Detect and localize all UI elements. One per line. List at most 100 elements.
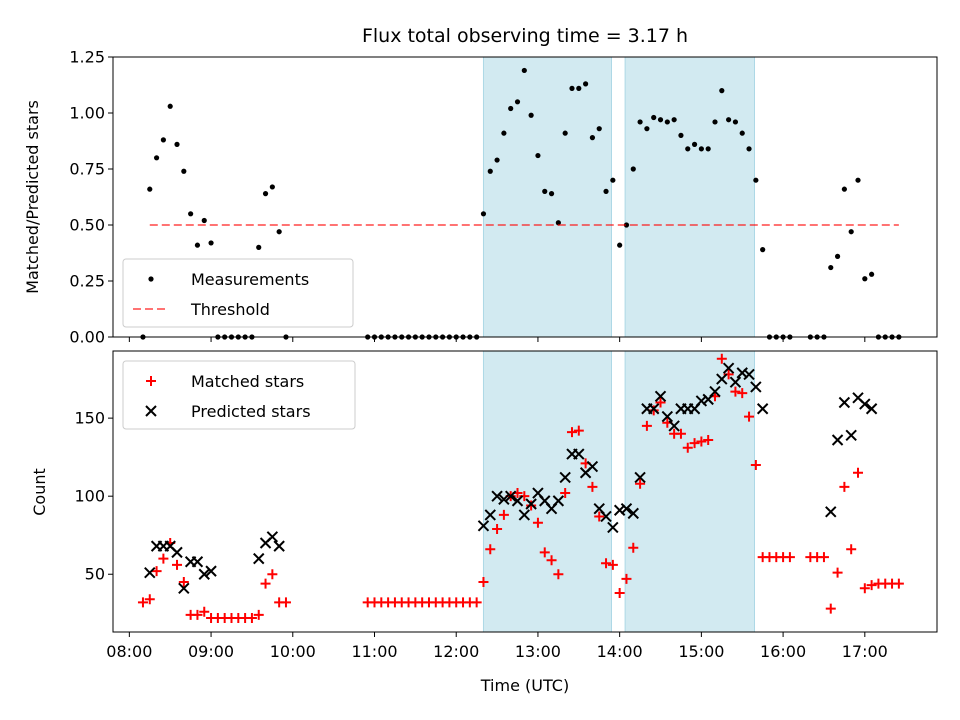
measurement-point bbox=[644, 126, 650, 132]
x-tick-label: 12:00 bbox=[433, 642, 479, 661]
predicted-star-point bbox=[831, 434, 844, 446]
matched-star-point bbox=[750, 459, 761, 470]
measurement-point bbox=[208, 240, 214, 246]
shaded-interval-1 bbox=[482, 56, 612, 338]
x-tick-label: 11:00 bbox=[351, 642, 397, 661]
measurement-point bbox=[705, 146, 711, 152]
x-tick-label: 16:00 bbox=[760, 642, 806, 661]
measurement-point bbox=[508, 105, 514, 112]
predicted-star-point bbox=[191, 556, 204, 568]
bottom-y-axis-label: Count bbox=[30, 468, 49, 516]
matched-star-point bbox=[846, 544, 857, 555]
matched-star-point bbox=[866, 580, 877, 591]
measurement-point bbox=[487, 168, 493, 174]
predicted-star-point bbox=[491, 490, 503, 502]
predicted-star-point bbox=[647, 403, 660, 415]
measurement-point bbox=[617, 242, 623, 248]
measurement-point bbox=[589, 135, 596, 141]
measurement-point bbox=[569, 85, 575, 91]
measurement-point bbox=[494, 157, 500, 163]
predicted-star-point bbox=[654, 390, 667, 402]
legend: Matched stars Predicted stars bbox=[122, 360, 356, 430]
bottom-panel: 50 100 150 08:00 09:00 10:00 11:00 12:00 13:00 14… bbox=[74, 350, 938, 661]
measurement-point bbox=[480, 211, 487, 217]
matched-star-point bbox=[532, 517, 543, 528]
shaded-interval-2 bbox=[624, 350, 755, 633]
matched-star-point bbox=[492, 523, 503, 534]
measurement-point bbox=[753, 177, 759, 183]
predicted-star-point bbox=[668, 420, 680, 432]
y-tick-label: 0.75 bbox=[69, 160, 105, 179]
measurement-point bbox=[855, 177, 861, 183]
measurement-point bbox=[841, 186, 847, 192]
measurement-point bbox=[521, 67, 527, 74]
predicted-star-point bbox=[607, 521, 619, 534]
predicted-star-point bbox=[634, 471, 646, 484]
measurement-point bbox=[262, 191, 269, 197]
measurement-point bbox=[869, 271, 875, 277]
predicted-star-point bbox=[695, 395, 708, 407]
x-tick-label: 17:00 bbox=[842, 642, 888, 661]
predicted-star-point bbox=[716, 373, 728, 385]
matched-star-point bbox=[144, 594, 155, 605]
measurement-point bbox=[542, 188, 548, 194]
legend-box bbox=[122, 360, 356, 430]
measurement-point bbox=[167, 103, 173, 109]
measurement-point bbox=[181, 168, 187, 174]
measurement-point bbox=[719, 88, 725, 94]
predicted-star-point bbox=[600, 510, 612, 523]
predicted-star-point bbox=[573, 448, 585, 460]
predicted-star-point bbox=[504, 490, 517, 502]
measurement-point bbox=[188, 211, 194, 217]
measurement-point bbox=[862, 276, 868, 282]
matched-star-point bbox=[260, 578, 271, 589]
matched-star-point bbox=[178, 577, 189, 588]
matched-star-point bbox=[560, 488, 571, 499]
measurement-point bbox=[671, 117, 677, 123]
predicted-star-point bbox=[709, 385, 721, 398]
matched-star-point bbox=[682, 442, 693, 453]
matched-star-point bbox=[267, 569, 278, 580]
measurement-point bbox=[664, 119, 670, 125]
measurement-point bbox=[685, 146, 691, 152]
predicted-star-point bbox=[273, 540, 285, 552]
matched-star-point bbox=[498, 509, 509, 520]
measurement-point bbox=[194, 242, 201, 248]
matched-star-point bbox=[689, 438, 700, 449]
matched-star-point bbox=[485, 544, 496, 555]
matched-star-point bbox=[199, 606, 210, 617]
predicted-star-point bbox=[627, 507, 639, 520]
matched-star-point bbox=[246, 612, 257, 623]
chart-title: Flux total observing time = 3.17 h bbox=[362, 25, 688, 47]
axes-frame bbox=[112, 56, 938, 338]
measurement-point bbox=[828, 264, 834, 271]
matched-star-point bbox=[641, 420, 652, 431]
predicted-star-point bbox=[552, 495, 565, 507]
predicted-star-point bbox=[253, 552, 265, 565]
matched-star-point bbox=[703, 434, 714, 445]
predicted-star-point bbox=[525, 498, 537, 510]
matched-star-point bbox=[137, 597, 148, 608]
measurement-point bbox=[576, 85, 582, 91]
top-panel: 0.00 0.25 0.50 0.75 1.00 1.25 Measurements Thre… bbox=[69, 48, 938, 347]
predicted-star-point bbox=[511, 495, 524, 507]
measurement-point bbox=[623, 222, 630, 228]
measurement-point bbox=[153, 155, 160, 161]
matched-star-point bbox=[546, 555, 557, 566]
matched-star-point bbox=[573, 425, 584, 436]
measurement-point bbox=[760, 247, 766, 253]
matched-star-point bbox=[158, 553, 169, 564]
measurement-point bbox=[698, 146, 704, 152]
measurement-point bbox=[712, 119, 718, 125]
measurement-point bbox=[651, 114, 657, 121]
measurement-point bbox=[630, 166, 636, 172]
x-tick-label: 14:00 bbox=[597, 642, 643, 661]
matched-star-point bbox=[716, 353, 727, 364]
predicted-star-point bbox=[729, 376, 742, 388]
matched-star-point bbox=[744, 411, 755, 422]
measurement-point bbox=[256, 244, 262, 250]
predicted-star-point bbox=[825, 506, 837, 518]
measurement-point bbox=[848, 229, 854, 235]
predicted-star-point bbox=[743, 368, 755, 381]
matched-star-point bbox=[893, 578, 904, 589]
